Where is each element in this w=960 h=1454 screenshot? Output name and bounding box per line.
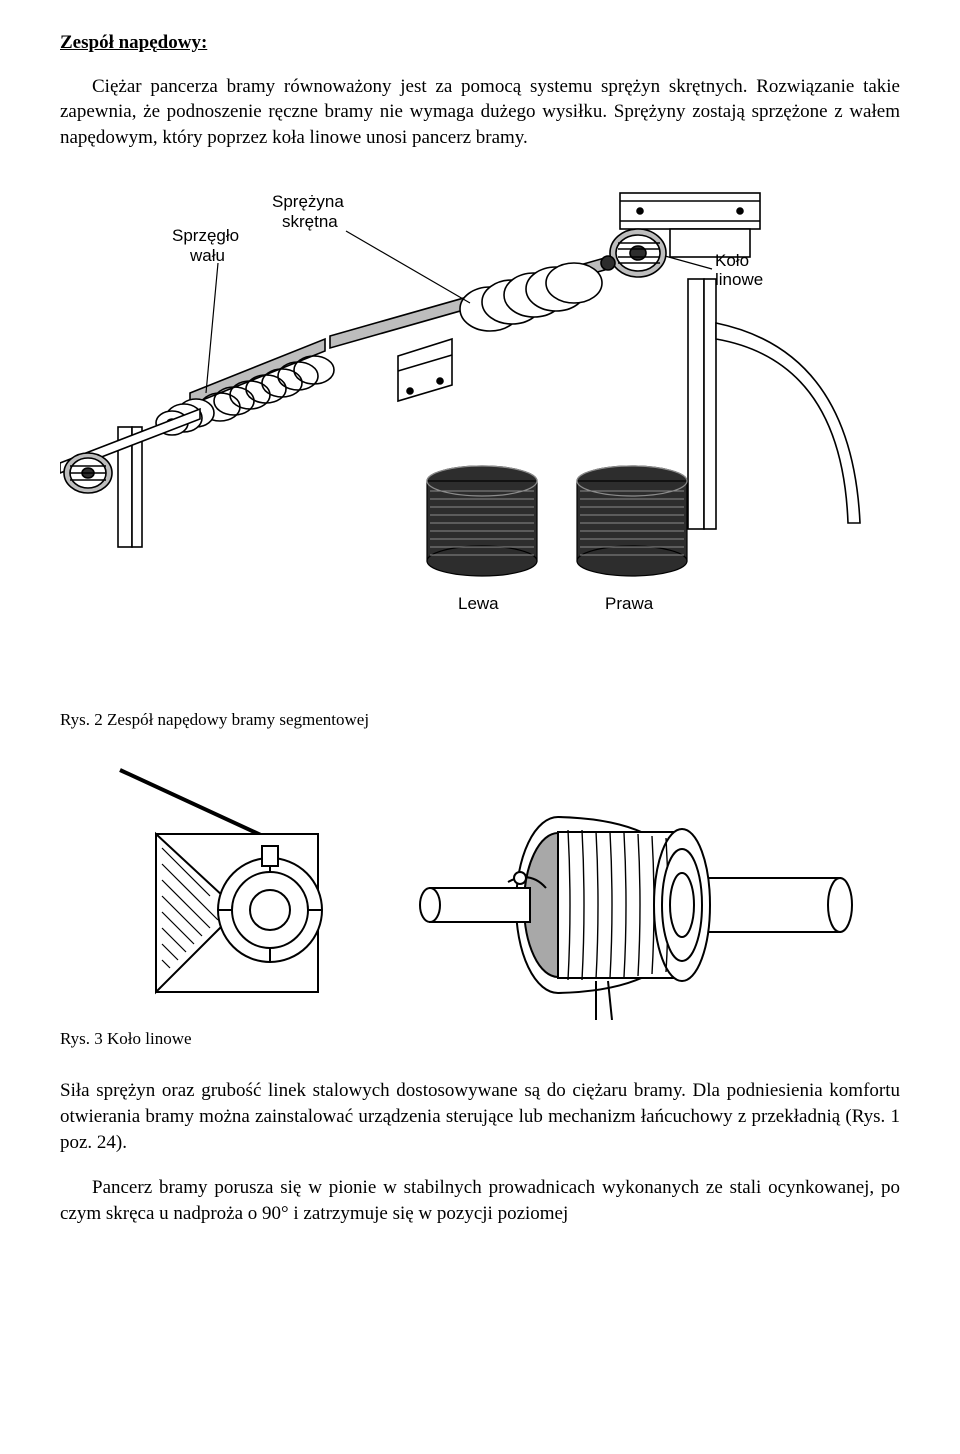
label-prawa: Prawa (605, 594, 654, 613)
paragraph-3: Pancerz bramy porusza się w pionie w sta… (60, 1175, 900, 1226)
right-rail (688, 279, 860, 529)
label-sprzeglo-walu: Sprzęgło wału (172, 226, 239, 393)
section-title: Zespół napędowy: (60, 30, 900, 56)
figure-3-caption: Rys. 3 Koło linowe (60, 1028, 900, 1051)
figure-3 (60, 760, 900, 1020)
cable-drum (420, 817, 852, 1020)
paragraph-intro: Ciężar pancerza bramy równoważony jest z… (60, 74, 900, 151)
svg-text:Sprzęgło: Sprzęgło (172, 226, 239, 245)
spool-left (427, 466, 537, 576)
spool-right (577, 466, 687, 576)
label-lewa: Lewa (458, 594, 499, 613)
svg-text:Koło: Koło (715, 251, 749, 270)
shaft-spring (330, 256, 615, 401)
svg-text:Sprężyna: Sprężyna (272, 192, 344, 211)
figure-2: Koło linowe Sprężyna skrętna (60, 171, 900, 701)
label-sprezyna-skretna: Sprężyna skrętna (272, 192, 470, 303)
figure-2-caption: Rys. 2 Zespół napędowy bramy segmentowej (60, 709, 900, 732)
svg-text:wału: wału (189, 246, 225, 265)
svg-text:linowe: linowe (715, 270, 763, 289)
svg-text:skrętna: skrętna (282, 212, 338, 231)
bracket-section (120, 770, 322, 992)
figure-3-svg (60, 760, 880, 1020)
figure-2-svg: Koło linowe Sprężyna skrętna (60, 171, 880, 701)
paragraph-2: Siła sprężyn oraz grubość linek stalowyc… (60, 1078, 900, 1155)
